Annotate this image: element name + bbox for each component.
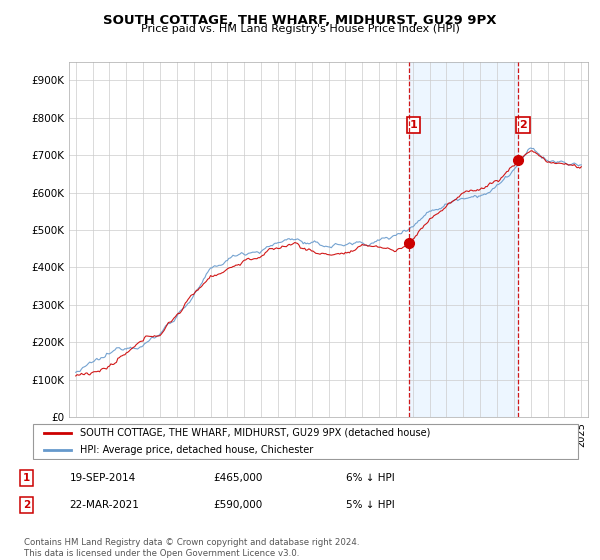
Text: 1: 1 [23, 473, 30, 483]
Text: SOUTH COTTAGE, THE WHARF, MIDHURST, GU29 9PX: SOUTH COTTAGE, THE WHARF, MIDHURST, GU29… [103, 14, 497, 27]
Text: 5% ↓ HPI: 5% ↓ HPI [346, 500, 395, 510]
Text: SOUTH COTTAGE, THE WHARF, MIDHURST, GU29 9PX (detached house): SOUTH COTTAGE, THE WHARF, MIDHURST, GU29… [80, 428, 430, 438]
Text: 22-MAR-2021: 22-MAR-2021 [70, 500, 139, 510]
FancyBboxPatch shape [33, 424, 578, 459]
Bar [409, 62, 518, 417]
Text: Contains HM Land Registry data © Crown copyright and database right 2024.
This d: Contains HM Land Registry data © Crown c… [24, 538, 359, 558]
Text: 19-SEP-2014: 19-SEP-2014 [70, 473, 136, 483]
Text: Price paid vs. HM Land Registry's House Price Index (HPI): Price paid vs. HM Land Registry's House … [140, 24, 460, 34]
Text: £590,000: £590,000 [214, 500, 263, 510]
Text: £465,000: £465,000 [214, 473, 263, 483]
Text: 2: 2 [519, 120, 527, 130]
Text: 6% ↓ HPI: 6% ↓ HPI [346, 473, 395, 483]
Text: 2: 2 [23, 500, 30, 510]
Text: 1: 1 [410, 120, 418, 130]
Text: HPI: Average price, detached house, Chichester: HPI: Average price, detached house, Chic… [80, 445, 313, 455]
